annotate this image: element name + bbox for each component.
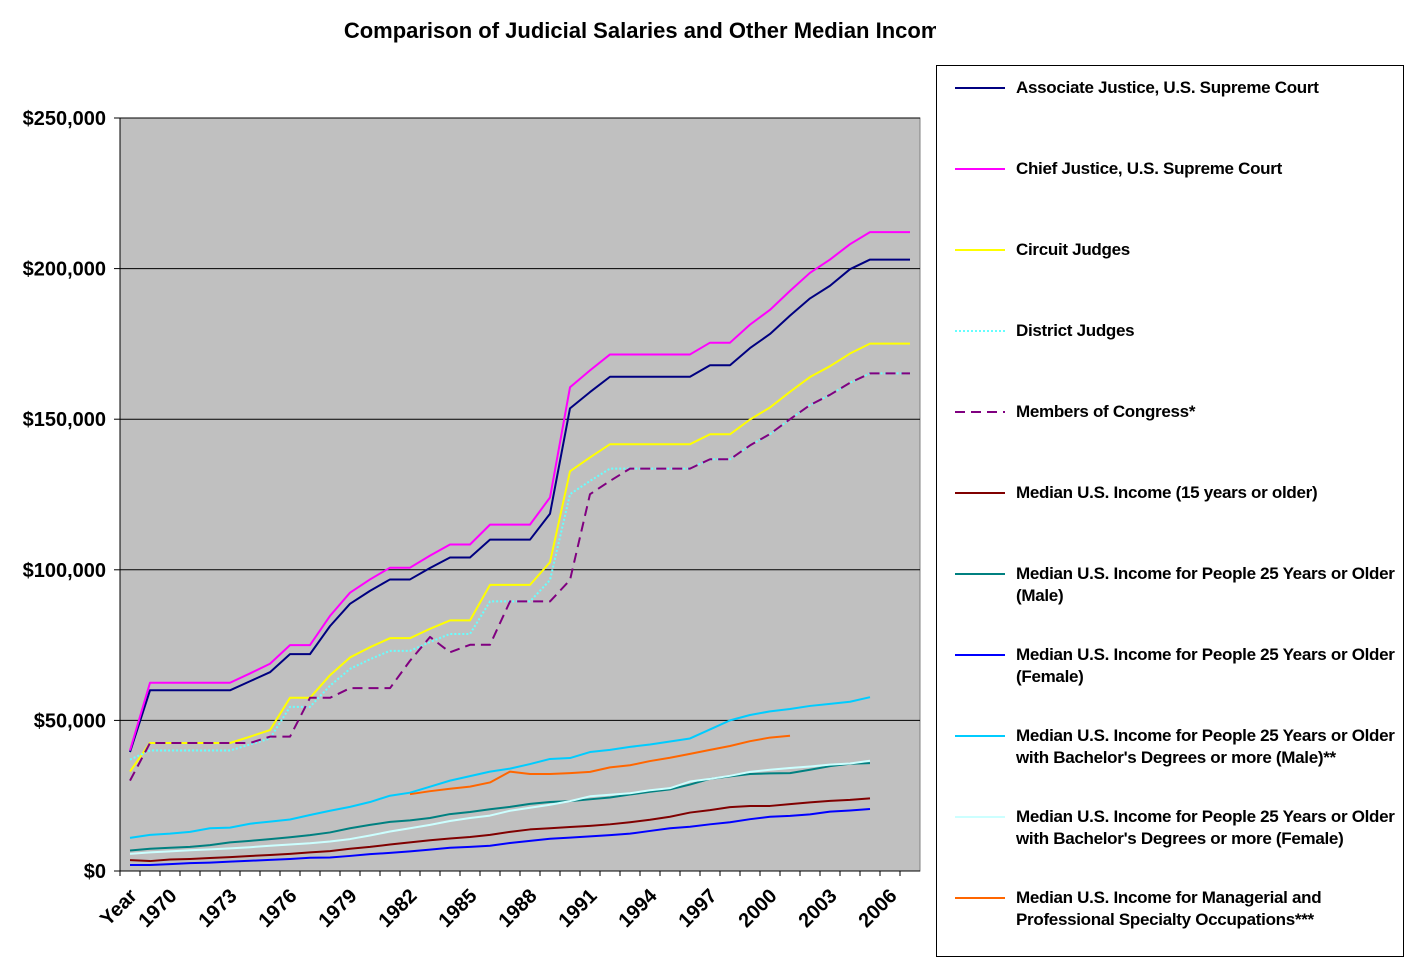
series-line xyxy=(129,342,910,773)
legend-swatch xyxy=(955,492,1005,494)
y-tick-label: $0 xyxy=(84,861,106,883)
x-tick-label: 1991 xyxy=(555,885,602,932)
legend-swatch xyxy=(955,168,1005,170)
x-tick-label: 1973 xyxy=(195,885,242,932)
legend-label: Median U.S. Income for People 25 Years o… xyxy=(1016,807,1395,848)
x-tick-label: 1982 xyxy=(375,885,422,932)
plot-area xyxy=(119,117,921,872)
legend-label: Median U.S. Income for Managerial and Pr… xyxy=(1016,888,1322,929)
legend-label: Median U.S. Income (15 years or older) xyxy=(1016,483,1318,502)
legend-label: Associate Justice, U.S. Supreme Court xyxy=(1016,78,1319,97)
legend-label: Chief Justice, U.S. Supreme Court xyxy=(1016,159,1282,178)
x-tick-label: 1970 xyxy=(135,885,182,932)
legend-swatch xyxy=(955,816,1005,818)
x-tick-label: 1976 xyxy=(255,885,302,932)
x-tick-label: 2000 xyxy=(735,885,782,932)
legend-label: District Judges xyxy=(1016,321,1135,340)
series-line xyxy=(129,231,910,751)
legend: Associate Justice, U.S. Supreme Court Chi… xyxy=(936,65,1404,957)
series-line xyxy=(129,759,871,855)
series-line xyxy=(129,696,871,839)
x-tick-label: 1988 xyxy=(495,885,542,932)
series-line xyxy=(130,807,871,866)
y-tick-label: $50,000 xyxy=(34,710,106,732)
legend-label: Median U.S. Income for People 25 Years o… xyxy=(1016,645,1395,686)
legend-swatch xyxy=(955,897,1005,899)
x-tick-label: 2003 xyxy=(795,885,842,932)
series-line xyxy=(409,734,791,796)
legend-label: Members of Congress* xyxy=(1016,402,1196,421)
x-tick-label: 1979 xyxy=(315,885,362,932)
legend-swatch xyxy=(955,87,1005,89)
x-tick-label: 1994 xyxy=(615,884,663,932)
chart: Comparison of Judicial Salaries and Othe… xyxy=(23,18,1077,932)
y-tick-label: $100,000 xyxy=(23,560,106,582)
series-line xyxy=(129,258,910,753)
x-tick-label: 1985 xyxy=(435,885,482,932)
x-tick-label: 1997 xyxy=(675,885,722,932)
x-tick-label: Year xyxy=(96,885,142,931)
legend-swatch xyxy=(955,735,1005,737)
legend-swatch xyxy=(955,573,1005,575)
y-tick-label: $150,000 xyxy=(23,409,106,431)
series-line xyxy=(129,762,871,852)
legend-swatch xyxy=(955,654,1005,656)
x-tick-label: 2006 xyxy=(855,885,902,932)
series-line xyxy=(129,797,871,863)
legend-label: Median U.S. Income for People 25 Years o… xyxy=(1016,726,1395,767)
legend-label: Circuit Judges xyxy=(1016,240,1130,259)
legend-swatch xyxy=(955,411,1005,413)
chart-title: Comparison of Judicial Salaries and Othe… xyxy=(344,18,936,43)
y-tick-label: $250,000 xyxy=(23,108,106,130)
legend-swatch xyxy=(955,249,1005,251)
series-line xyxy=(129,372,910,782)
legend-label: Median U.S. Income for People 25 Years o… xyxy=(1016,564,1395,605)
y-tick-label: $200,000 xyxy=(23,259,106,281)
legend-swatch xyxy=(955,330,1005,332)
